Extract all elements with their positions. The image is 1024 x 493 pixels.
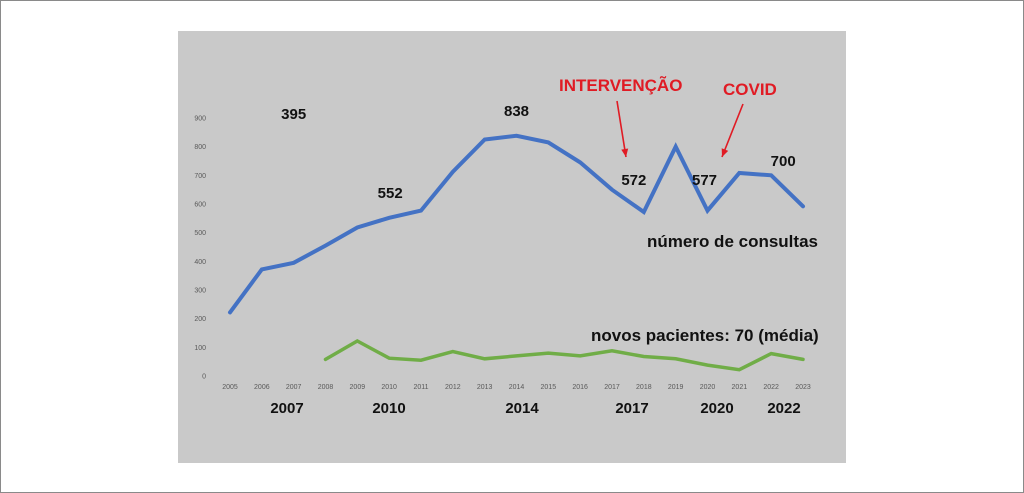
annotation-covid: COVID <box>723 80 777 99</box>
y-axis: 0 100 200 300 400 500 600 700 800 900 <box>194 116 206 381</box>
highlight-year-label: 2017 <box>615 400 648 417</box>
x-tick-label: 2009 <box>350 384 366 391</box>
x-tick-label: 2022 <box>763 384 779 391</box>
series-line-novos-pacientes <box>323 338 805 372</box>
y-tick-label: 800 <box>194 144 206 151</box>
x-tick-label: 2016 <box>572 384 588 391</box>
annotation-intervencao: INTERVENÇÃO <box>559 75 682 95</box>
arrow-intervencao <box>616 100 629 158</box>
highlight-year-label: 2022 <box>767 400 800 417</box>
y-tick-label: 600 <box>194 202 206 209</box>
series-label-consultas: número de consultas <box>647 232 818 251</box>
y-tick-label: 400 <box>194 259 206 266</box>
highlight-years: 2007 2010 2014 2017 2020 2022 <box>270 400 800 417</box>
series-layer: número de consultas novos pacientes: 70 (… <box>228 133 819 372</box>
highlight-year-label: 2010 <box>372 400 405 417</box>
x-tick-label: 2005 <box>222 384 238 391</box>
y-tick-label: 0 <box>202 374 206 381</box>
x-tick-label: 2017 <box>604 384 620 391</box>
data-labels: 395 552 838 572 577 700 <box>281 103 796 202</box>
data-label: 577 <box>692 172 717 189</box>
y-tick-label: 900 <box>194 116 206 123</box>
x-tick-label: 2008 <box>318 384 334 391</box>
highlight-year-label: 2020 <box>700 400 733 417</box>
x-tick-label: 2020 <box>700 384 716 391</box>
data-label: 395 <box>281 106 306 123</box>
y-tick-label: 100 <box>194 345 206 352</box>
y-tick-label: 700 <box>194 173 206 180</box>
x-tick-label: 2021 <box>732 384 748 391</box>
data-label: 838 <box>504 103 529 120</box>
x-tick-label: 2014 <box>509 384 525 391</box>
highlight-year-label: 2007 <box>270 400 303 417</box>
y-tick-label: 300 <box>194 288 206 295</box>
x-tick-label: 2010 <box>381 384 397 391</box>
plot-background <box>178 31 846 463</box>
x-axis: 2005 2006 2007 2008 2009 2010 2011 2012 2013 2014… <box>222 384 811 391</box>
series-line-consultas <box>228 133 805 315</box>
x-tick-label: 2013 <box>477 384 493 391</box>
x-tick-label: 2015 <box>541 384 557 391</box>
data-label: 552 <box>378 185 403 202</box>
y-tick-label: 200 <box>194 316 206 323</box>
x-tick-label: 2018 <box>636 384 652 391</box>
series-label-novos-pacientes: novos pacientes: 70 (média) <box>591 326 819 345</box>
annotations: INTERVENÇÃO COVID <box>559 75 777 158</box>
x-tick-label: 2011 <box>413 384 428 391</box>
data-label: 572 <box>621 172 646 189</box>
x-tick-label: 2023 <box>795 384 811 391</box>
x-tick-label: 2007 <box>286 384 302 391</box>
arrow-covid <box>721 103 744 158</box>
x-tick-label: 2012 <box>445 384 461 391</box>
data-label: 700 <box>771 153 796 170</box>
y-tick-label: 500 <box>194 230 206 237</box>
x-tick-label: 2019 <box>668 384 684 391</box>
x-tick-label: 2006 <box>254 384 270 391</box>
highlight-year-label: 2014 <box>505 400 539 417</box>
